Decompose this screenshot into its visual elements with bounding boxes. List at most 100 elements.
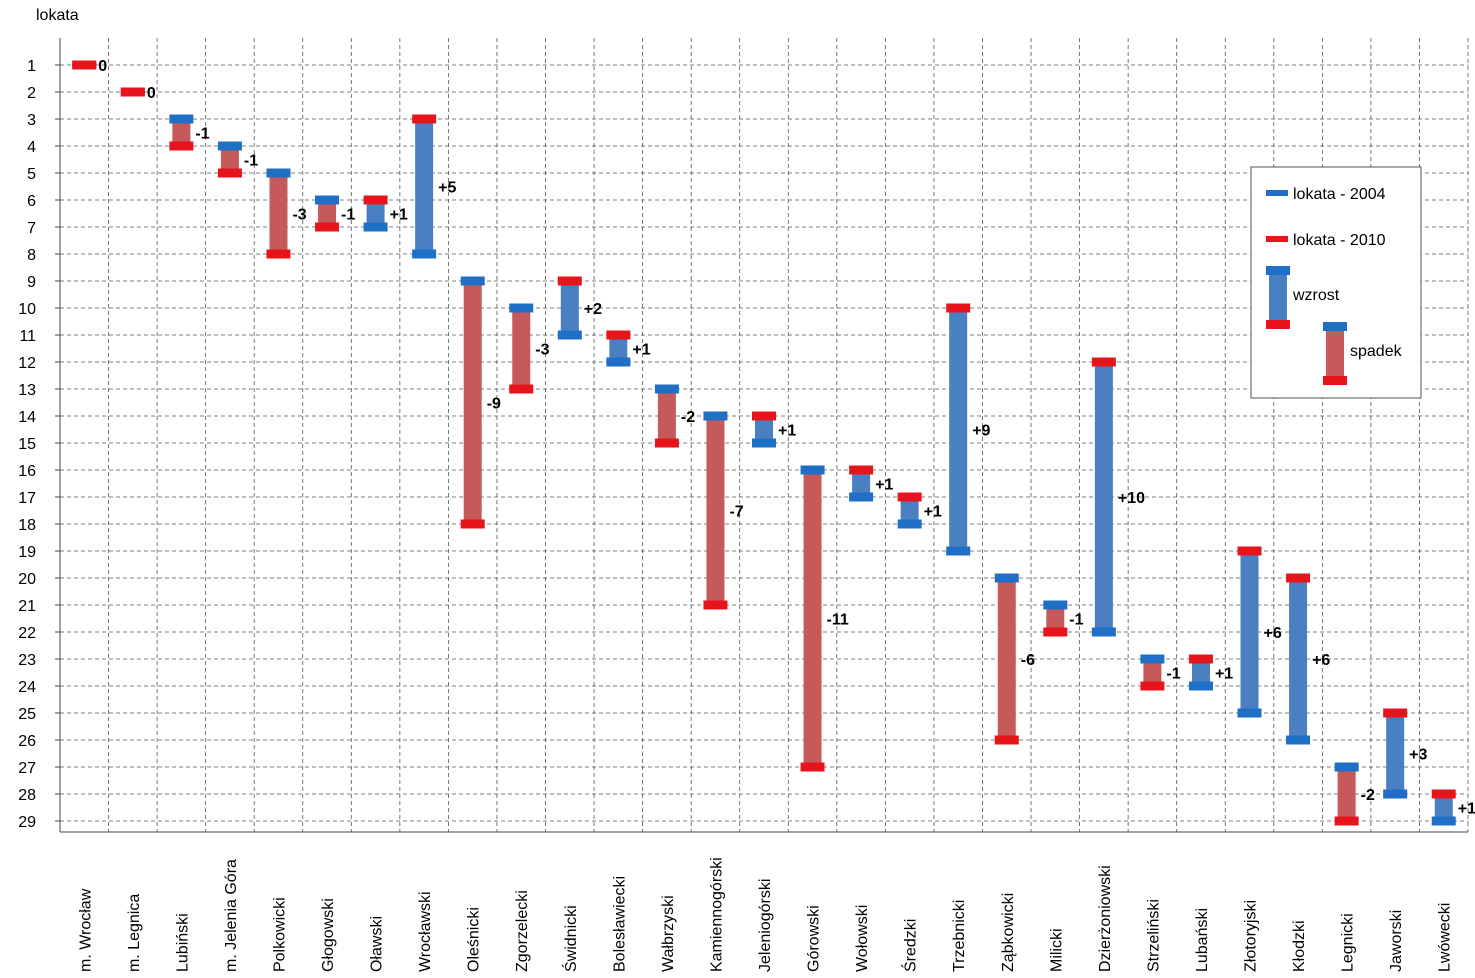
change-label: +6	[1312, 652, 1330, 669]
category-label: Strzeliński	[1145, 899, 1162, 972]
marker-2010	[994, 735, 1019, 745]
category-label: Świdnicki	[561, 905, 580, 972]
marker-2010	[315, 222, 340, 232]
marker-2010	[654, 438, 679, 448]
category-label: Zgorzelecki	[514, 890, 531, 972]
y-tick-labels: 1234567891011121314151617181920212223242…	[18, 58, 60, 831]
y-tick-label: 4	[27, 139, 36, 156]
y-tick-label: 3	[27, 112, 36, 129]
change-labels: 0 0 -1 -1 -3 -1 +1 +5 -9 -3 +2 +1 -2 -7 +1 -11 +1 +1 +9 -6 -…	[98, 58, 1475, 818]
change-bar	[803, 470, 822, 767]
category-label: Legnicki	[1340, 913, 1357, 972]
category-label: Wałbrzyski	[660, 895, 677, 972]
category-label: Oławski	[369, 916, 386, 972]
y-tick-label: 28	[18, 787, 36, 804]
y-tick-label: 17	[18, 490, 36, 507]
change-bar	[1191, 659, 1210, 686]
change-bar	[1240, 551, 1259, 713]
category-labels: m. Wrocław m. Legnica Lubiński m. Jelenia G…	[77, 857, 1453, 972]
category-label: Kamiennogórski	[708, 857, 725, 972]
category-label: m. Legnica	[126, 894, 143, 972]
marker-2004	[1188, 681, 1213, 691]
marker-2004	[412, 249, 437, 259]
marker-2010	[800, 762, 825, 772]
marker-2004	[1334, 762, 1359, 772]
change-bar	[1434, 794, 1453, 821]
y-tick-label: 16	[18, 463, 36, 480]
change-label: +1	[1215, 666, 1233, 683]
marker-2004	[654, 384, 679, 394]
y-tick-label: 19	[18, 544, 36, 561]
change-bar	[463, 281, 482, 524]
y-tick-label: 14	[18, 409, 36, 426]
change-label: -3	[292, 207, 306, 224]
marker-2010	[217, 168, 242, 178]
change-label: -2	[681, 409, 695, 426]
change-label: +1	[1458, 801, 1475, 818]
change-label: -1	[195, 126, 209, 143]
marker-2004	[897, 519, 922, 529]
change-bar	[657, 389, 676, 443]
category-label: Kłodzki	[1291, 920, 1308, 972]
change-bar	[172, 119, 191, 146]
category-label: Górowski	[806, 905, 823, 972]
rank-markers	[72, 60, 1456, 826]
marker-2010	[849, 465, 874, 475]
category-label: Złotoryjski	[1243, 900, 1260, 972]
bars	[172, 119, 1453, 821]
marker-2010	[1431, 789, 1456, 799]
y-tick-label: 25	[18, 706, 36, 723]
change-label: +6	[1264, 625, 1282, 642]
marker-2010	[1383, 708, 1408, 718]
marker-2004	[1140, 654, 1165, 664]
marker-2004	[1091, 627, 1116, 637]
y-tick-label: 20	[18, 571, 36, 588]
category-label: m. Jelenia Góra	[223, 859, 240, 972]
marker-2010	[752, 411, 776, 421]
change-bar	[269, 173, 288, 254]
category-label: Dzierżoniowski	[1097, 865, 1114, 972]
marker-2004	[557, 330, 582, 340]
change-label: -11	[827, 612, 849, 629]
category-label: Lubański	[1194, 908, 1211, 972]
grid-lines	[60, 38, 1469, 832]
marker-2010	[946, 303, 971, 313]
marker-2010	[897, 492, 922, 502]
change-label: +3	[1409, 747, 1427, 764]
legend-label-rise: wzrost	[1292, 287, 1340, 304]
marker-2004	[994, 573, 1019, 583]
marker-2010	[169, 141, 194, 151]
change-bar	[900, 497, 919, 524]
y-tick-label: 11	[19, 328, 36, 345]
category-label: Średzki	[901, 919, 920, 972]
legend-fall-bar	[1326, 327, 1344, 381]
change-label: -2	[1361, 787, 1375, 804]
category-label: Lubiński	[174, 913, 191, 972]
change-bar	[366, 200, 385, 227]
marker-2010	[460, 519, 485, 529]
change-bar	[706, 416, 725, 605]
y-tick-label: 26	[18, 733, 36, 750]
category-label: Polkowicki	[271, 897, 288, 972]
legend-rise-bottom	[1266, 320, 1290, 329]
legend-fall-top	[1323, 322, 1347, 331]
legend-label-2004: lokata - 2004	[1293, 186, 1386, 203]
legend-label-2010: lokata - 2010	[1293, 232, 1386, 249]
marker-2010	[266, 249, 291, 259]
change-label: -1	[1069, 612, 1083, 629]
category-label: Lwówecki	[1437, 903, 1454, 972]
category-label: Wołowski	[854, 905, 871, 972]
marker-2010	[1334, 816, 1359, 826]
change-bar	[512, 308, 531, 389]
marker-2010	[1140, 681, 1165, 691]
marker-2004	[1383, 789, 1408, 799]
y-axis-title: lokata	[36, 7, 79, 24]
marker-2010	[1043, 627, 1068, 637]
y-tick-label: 1	[27, 58, 36, 75]
marker-2004	[363, 222, 388, 232]
legend: lokata - 2004 lokata - 2010 wzrost spadek	[1250, 166, 1422, 399]
change-bar	[1143, 659, 1162, 686]
marker-2010	[557, 276, 582, 286]
change-label: +5	[438, 180, 456, 197]
